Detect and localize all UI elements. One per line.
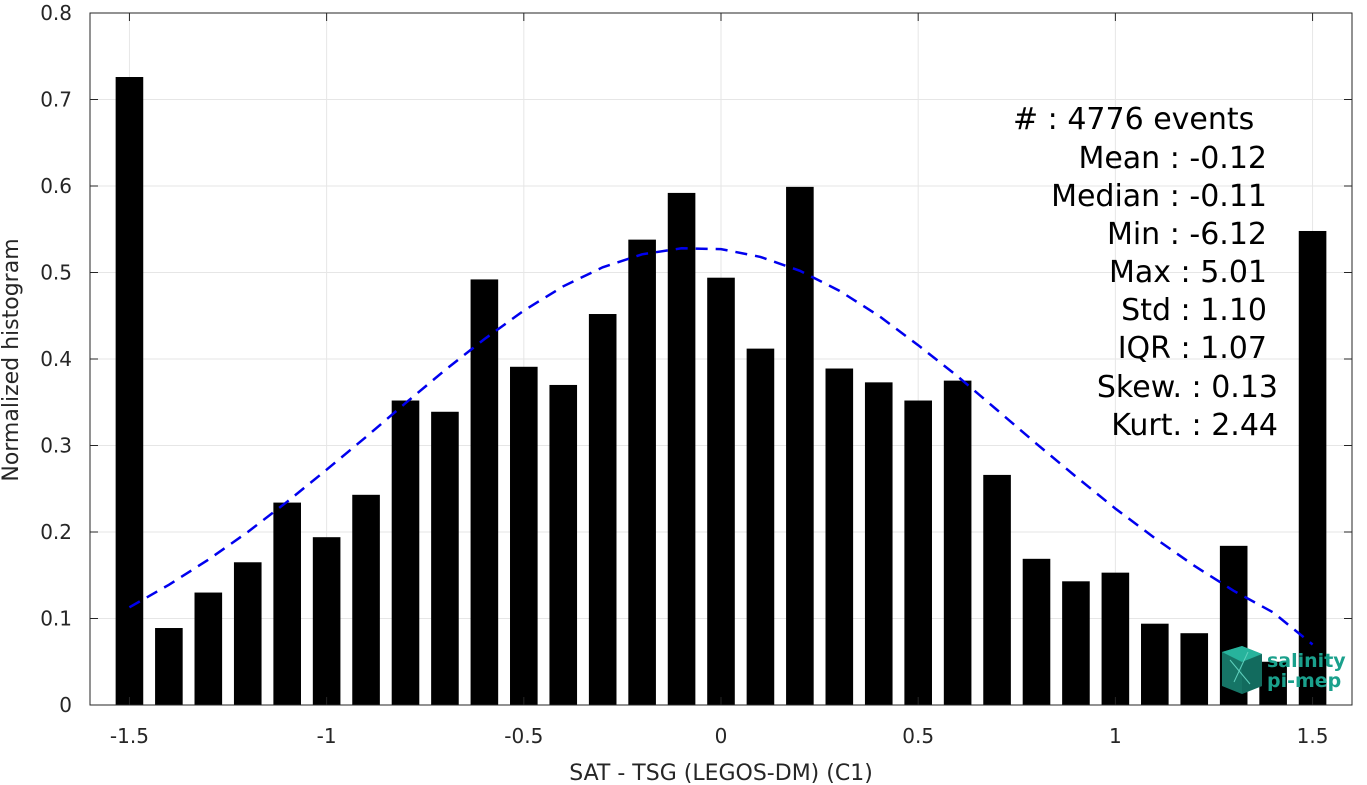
histogram-bar xyxy=(667,192,696,706)
histogram-bar xyxy=(549,384,578,705)
fit-curve-layer xyxy=(128,247,1314,646)
x-tick-label: 1.5 xyxy=(1297,724,1329,748)
histogram-bar xyxy=(1141,623,1169,705)
stat-min: Min : -6.12 xyxy=(1107,217,1267,252)
stat-iqr: IQR : 1.07 xyxy=(1118,331,1267,366)
stat-std: Std : 1.10 xyxy=(1121,293,1267,328)
x-tick-label: 0 xyxy=(715,724,728,748)
histogram-bar xyxy=(1180,633,1209,705)
cube-icon xyxy=(1222,646,1262,694)
histogram-bar xyxy=(391,400,420,705)
x-tick-label: 1 xyxy=(1109,724,1122,748)
y-tick-label: 0.3 xyxy=(40,434,72,458)
histogram-bar xyxy=(312,537,341,705)
y-axis-label: Normalized histogram xyxy=(0,238,24,481)
x-axis-label: SAT - TSG (LEGOS-DM) (C1) xyxy=(569,761,873,785)
histogram-bar xyxy=(1259,661,1287,705)
stat-mean: Mean : -0.12 xyxy=(1078,141,1267,176)
histogram-bar xyxy=(1022,558,1051,705)
y-tick-label: 0.7 xyxy=(40,88,72,112)
x-tick-label: 0.5 xyxy=(902,724,934,748)
stat-events: # : 4776 events xyxy=(1013,102,1254,137)
histogram-bar xyxy=(786,186,814,706)
histogram-bar xyxy=(707,277,735,705)
y-tick-label: 0.5 xyxy=(40,261,72,285)
histogram-bar xyxy=(510,366,538,705)
x-tick-label: -1.5 xyxy=(110,724,149,748)
histogram-bar xyxy=(943,380,972,705)
histogram-bar xyxy=(1101,572,1130,705)
stat-kurt: Kurt. : 2.44 xyxy=(1111,408,1278,443)
normal-fit-curve xyxy=(128,247,1314,646)
x-tick-label: -1 xyxy=(317,724,337,748)
y-tick-label: 0 xyxy=(59,693,72,717)
y-tick-label: 0.2 xyxy=(40,520,72,544)
histogram-bar xyxy=(273,502,301,705)
histogram-bar xyxy=(904,400,932,705)
stats-annotation: # : 4776 events Mean : -0.12 Median : -0… xyxy=(1013,102,1278,443)
grid-lines xyxy=(90,12,1352,706)
histogram-bar xyxy=(983,474,1011,705)
histogram-bar xyxy=(628,239,656,705)
histogram-bar xyxy=(233,562,262,705)
histogram-bar xyxy=(352,494,380,705)
logo-line2: pi-mep xyxy=(1267,670,1341,692)
y-tick-label: 0.8 xyxy=(40,1,72,25)
axis-ticks: -1.5 -1 -0.5 0 0.5 1 1.5 0 0.1 0.2 0.3 0.4 0.5 0.6 0.7… xyxy=(40,1,1352,748)
histogram-bar xyxy=(431,411,459,705)
histogram-bar xyxy=(864,382,893,705)
salinity-pimep-logo: salinity pi-mep xyxy=(1222,646,1346,694)
stat-median: Median : -0.11 xyxy=(1051,179,1267,214)
histogram-bar xyxy=(588,314,617,705)
histogram-bar xyxy=(746,348,775,705)
histogram-bar xyxy=(1062,581,1090,705)
histogram-bar xyxy=(470,279,499,705)
x-tick-label: -0.5 xyxy=(504,724,543,748)
histogram-bar xyxy=(194,592,223,705)
y-tick-label: 0.1 xyxy=(40,607,72,631)
histogram-bar xyxy=(825,368,854,705)
y-tick-label: 0.6 xyxy=(40,174,72,198)
histogram-bar xyxy=(155,628,183,705)
histogram-bar xyxy=(115,77,144,705)
histogram-bar xyxy=(1298,230,1327,706)
y-tick-label: 0.4 xyxy=(40,347,72,371)
stat-max: Max : 5.01 xyxy=(1109,255,1267,290)
histogram-bars xyxy=(115,77,1327,706)
logo-line1: salinity xyxy=(1267,650,1346,672)
stat-skew: Skew. : 0.13 xyxy=(1097,370,1278,405)
